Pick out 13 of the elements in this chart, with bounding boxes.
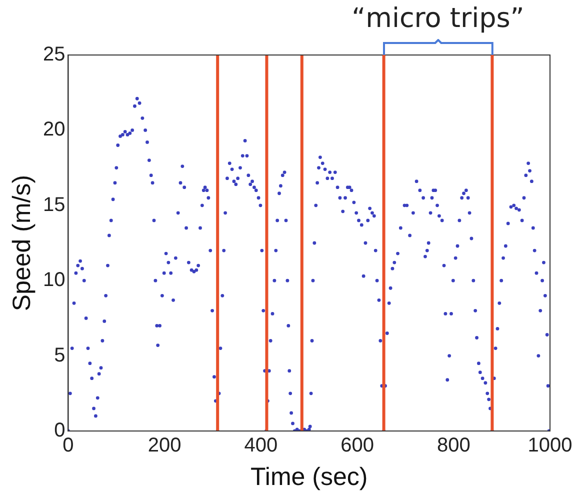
x-tick-label: 400	[244, 434, 278, 457]
y-axis-title: Speed (m/s)	[8, 174, 36, 312]
x-tick-label: 1000	[528, 434, 572, 457]
y-tick-label: 10	[42, 269, 66, 292]
x-tick-label: 200	[148, 434, 182, 457]
text: “micro trips”	[352, 3, 524, 34]
x-axis-title: Time (sec)	[250, 462, 368, 491]
y-tick-label: 20	[42, 118, 66, 141]
y-tick-label: 25	[42, 44, 66, 66]
x-tick-label: 600	[340, 434, 374, 457]
y-tick-label: 15	[42, 194, 66, 216]
x-tick-label: 800	[436, 434, 470, 457]
y-tick-label: 5	[54, 344, 66, 366]
